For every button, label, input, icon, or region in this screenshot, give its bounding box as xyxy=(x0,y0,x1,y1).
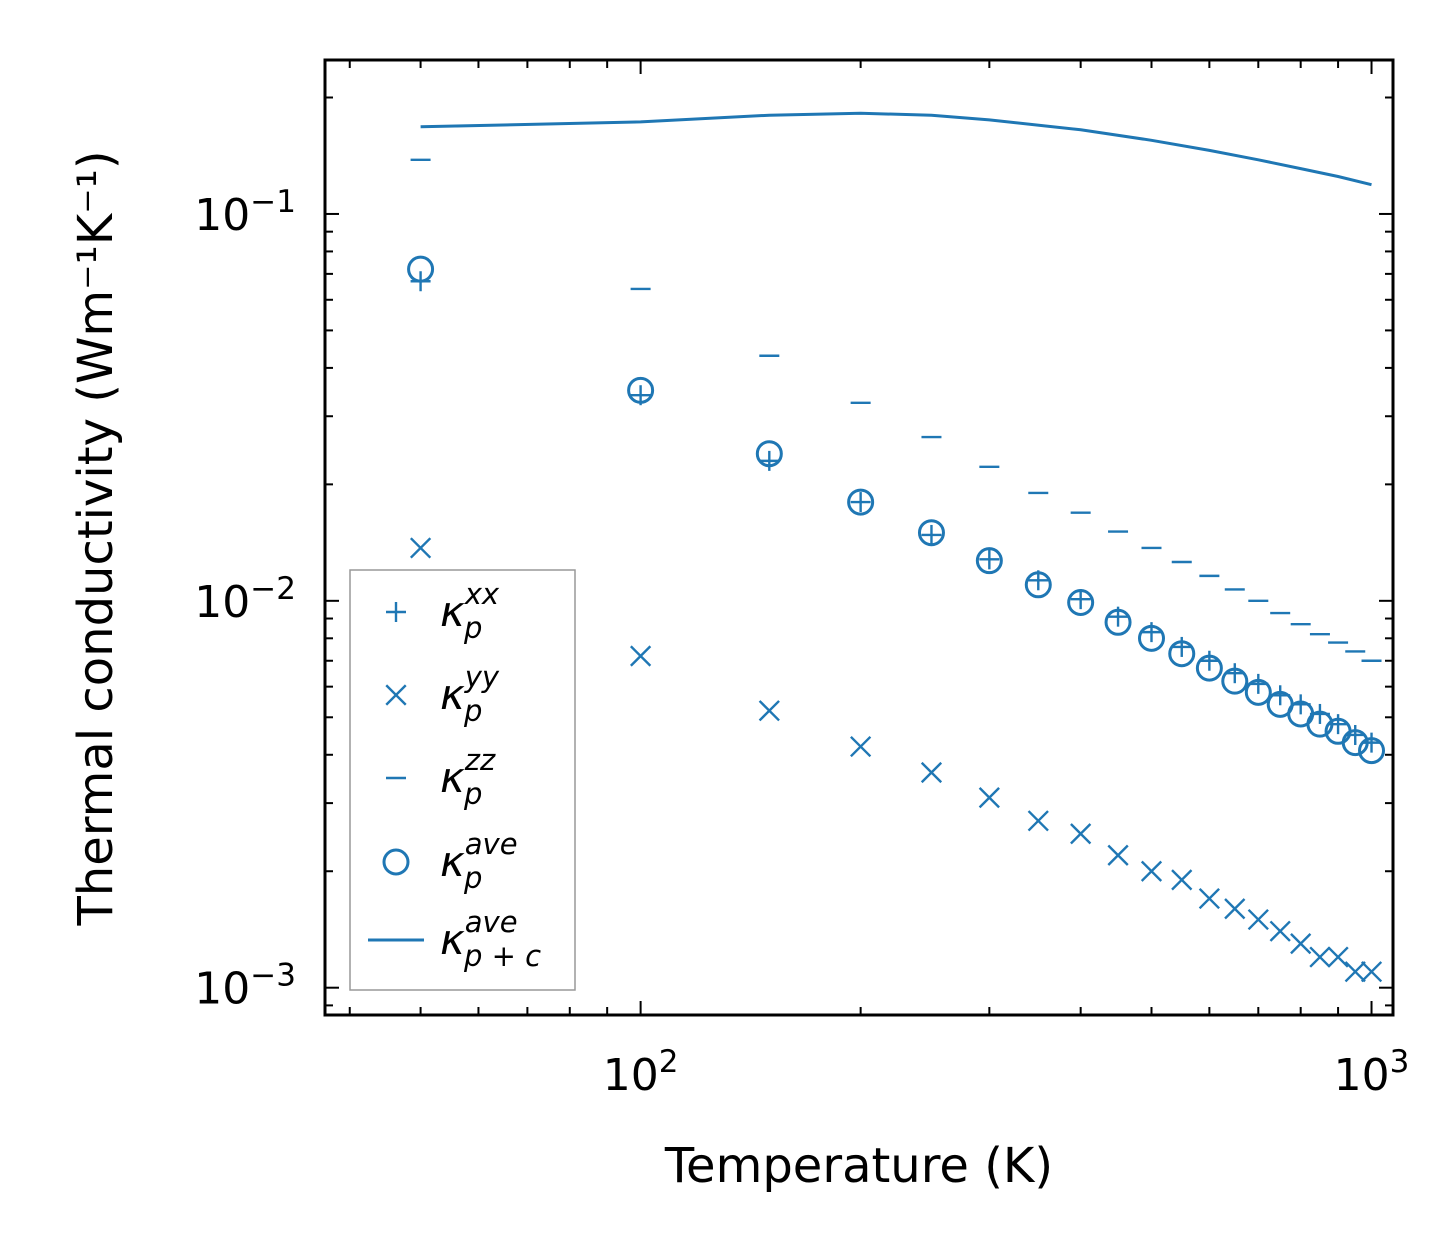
y-tick-label: 10−3 xyxy=(194,958,296,1015)
legend-label: κyy xyxy=(440,660,500,719)
legend-label: κxx xyxy=(440,577,500,636)
data-point-plus xyxy=(1199,650,1220,671)
legend-label: κave xyxy=(440,827,518,886)
y-axis-title: Thermal conductivity (Wm⁻¹K⁻¹) xyxy=(68,150,124,926)
data-point-circle xyxy=(627,376,655,404)
data-point-x xyxy=(1198,887,1220,910)
data-point-x xyxy=(1247,908,1269,931)
data-point-x xyxy=(1070,823,1092,845)
data-point-x xyxy=(1269,920,1291,942)
data-point-circle xyxy=(755,440,783,468)
data-point-x xyxy=(1027,810,1049,832)
data-point-circle xyxy=(1221,667,1249,695)
data-point-x xyxy=(1171,869,1193,891)
data-point-circle xyxy=(917,519,945,547)
x-tick-label: 103 xyxy=(1334,1044,1410,1101)
data-point-plus xyxy=(850,492,871,513)
data-point-x xyxy=(1344,961,1366,983)
legend-sub-label: p xyxy=(463,694,482,728)
data-point-x xyxy=(920,761,943,784)
data-point-x xyxy=(1224,898,1246,920)
data-point-circle xyxy=(1104,608,1132,636)
legend-label: κzz xyxy=(440,743,496,802)
y-tick-label: 10−2 xyxy=(194,571,296,628)
series-layer xyxy=(407,111,1386,983)
data-point-x xyxy=(409,537,432,559)
y-tick-label: 10−1 xyxy=(194,184,296,241)
data-point-plus xyxy=(386,602,406,622)
data-point-x xyxy=(630,645,652,667)
legend-label: κave xyxy=(440,905,518,964)
tick-labels: 102 103 10−1 10−2 10−3 xyxy=(194,184,1409,1101)
data-point-circle xyxy=(1024,571,1052,599)
data-point-circle xyxy=(1244,678,1272,706)
x-axis-title: Temperature (K) xyxy=(664,1138,1053,1194)
data-point-x xyxy=(1290,933,1312,955)
data-point-circle xyxy=(1195,654,1223,682)
series-kappa_p_yy xyxy=(409,537,1383,983)
data-point-x xyxy=(978,787,1000,809)
data-point-x xyxy=(850,735,872,758)
legend-sub-label: p xyxy=(463,611,482,645)
series-kappa_p_zz xyxy=(410,158,1382,662)
data-point-x xyxy=(1309,946,1331,968)
data-point-circle xyxy=(1341,729,1369,757)
data-point-x xyxy=(1140,860,1163,882)
data-point-plus xyxy=(1361,732,1382,753)
data-point-circle xyxy=(1067,589,1095,617)
data-point-circle xyxy=(1306,710,1334,738)
series-kappa_p_ave xyxy=(407,255,1386,765)
legend-sub-label: p + c xyxy=(463,939,541,973)
data-point-x xyxy=(1360,961,1383,983)
legend-sub-label: p xyxy=(463,777,482,811)
series-line xyxy=(420,111,1372,187)
data-point-circle xyxy=(382,848,410,876)
x-tick-label: 102 xyxy=(603,1044,679,1101)
series-kappa_pc_ave xyxy=(420,111,1372,187)
data-point-plus xyxy=(1224,663,1245,684)
data-point-circle xyxy=(1137,624,1165,652)
legend-box xyxy=(349,569,576,991)
data-point-x xyxy=(758,700,780,722)
plot-frame xyxy=(323,58,1395,1017)
data-point-x xyxy=(385,684,407,706)
data-point-plus xyxy=(759,450,780,471)
data-point-x xyxy=(1107,844,1129,866)
data-point-plus xyxy=(979,549,1000,570)
legend-sub-label: p xyxy=(463,861,482,895)
data-point-x xyxy=(1327,946,1349,968)
data-point-circle xyxy=(975,547,1003,575)
data-point-circle xyxy=(407,255,435,283)
data-point-plus xyxy=(1070,589,1091,610)
data-point-circle xyxy=(847,488,875,516)
data-point-plus xyxy=(921,524,942,545)
data-point-circle xyxy=(1168,640,1196,668)
data-point-circle xyxy=(1358,737,1386,765)
